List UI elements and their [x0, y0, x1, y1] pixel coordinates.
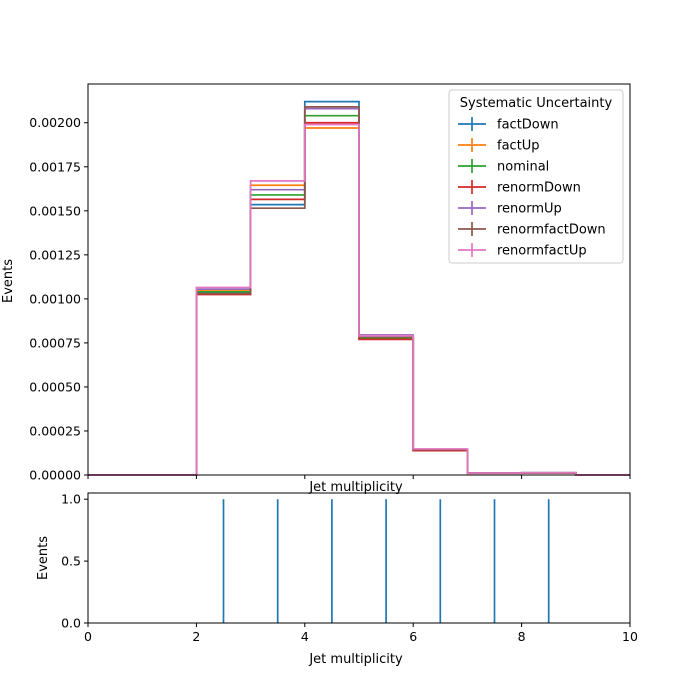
histogram-series-group — [88, 100, 630, 476]
vertical-lines-series — [222, 499, 550, 623]
legend-label-renormDown: renormDown — [497, 181, 581, 196]
legend: Systematic Uncertainty factDown factUp nom… — [448, 89, 624, 264]
step-line-renormfactUp — [88, 123, 630, 476]
main-histogram-panel: 0.00000 0.00025 0.00050 0.00075 0.00100 0.001… — [1, 83, 631, 495]
legend-entry-renormfactDown: renormfactDown — [458, 222, 606, 238]
y-tick-label: 0.00025 — [29, 423, 81, 438]
legend-label-nominal: nominal — [497, 160, 549, 175]
y-tick-label: 0.00125 — [29, 247, 81, 262]
ratio-y-ticks: 0.0 0.5 1.0 — [61, 492, 88, 631]
legend-label-renormfactUp: renormfactUp — [497, 244, 587, 259]
legend-label-renormUp: renormUp — [497, 202, 562, 217]
series-renormfactUp — [88, 123, 630, 476]
main-plot-frame — [87, 83, 631, 476]
main-y-axis-label: Events — [1, 259, 16, 303]
ratio-panel: 0.0 0.5 1.0 0 2 4 6 8 10 Events Jet multiplicit… — [36, 492, 638, 667]
y-tick-label: 0.00050 — [29, 379, 81, 394]
y-tick-label: 1.0 — [61, 492, 81, 507]
x-tick-label: 4 — [301, 629, 309, 644]
x-tick-label: 8 — [518, 629, 526, 644]
legend-label-factUp: factUp — [497, 139, 540, 154]
ratio-y-axis-label: Events — [36, 536, 51, 580]
main-y-ticks: 0.00000 0.00025 0.00050 0.00075 0.00100 0.001… — [29, 115, 88, 483]
legend-entry-nominal: nominal — [458, 159, 549, 175]
y-tick-label: 0.00000 — [29, 468, 81, 483]
x-tick-label: 2 — [192, 629, 200, 644]
legend-entries: factDown factUp nominal renormDown renormUp r… — [458, 117, 606, 259]
x-tick-label: 6 — [409, 629, 417, 644]
legend-entry-renormDown: renormDown — [458, 180, 581, 196]
ratio-x-axis-label: Jet multiplicity — [308, 652, 403, 667]
legend-entry-renormfactUp: renormfactUp — [458, 243, 587, 259]
legend-entry-factDown: factDown — [458, 117, 559, 133]
legend-title: Systematic Uncertainty — [460, 96, 613, 111]
legend-label-renormfactDown: renormfactDown — [497, 223, 606, 238]
y-tick-label: 0.00150 — [29, 203, 81, 218]
y-tick-label: 0.0 — [61, 616, 81, 631]
ratio-x-ticks: 0 2 4 6 8 10 — [84, 623, 638, 644]
y-tick-label: 0.00200 — [29, 115, 81, 130]
main-x-ticks — [87, 475, 631, 479]
legend-label-factDown: factDown — [497, 118, 559, 133]
y-tick-label: 0.00175 — [29, 159, 81, 174]
legend-frame — [448, 89, 624, 264]
y-tick-label: 0.00100 — [29, 291, 81, 306]
main-x-axis-label: Jet multiplicity — [308, 480, 403, 495]
x-tick-label: 0 — [84, 629, 92, 644]
y-tick-label: 0.5 — [61, 554, 81, 569]
legend-entry-renormUp: renormUp — [458, 201, 562, 217]
y-tick-label: 0.00075 — [29, 335, 81, 350]
x-tick-label: 10 — [622, 629, 638, 644]
ratio-plot-frame — [87, 492, 631, 624]
legend-entry-factUp: factUp — [458, 138, 540, 154]
